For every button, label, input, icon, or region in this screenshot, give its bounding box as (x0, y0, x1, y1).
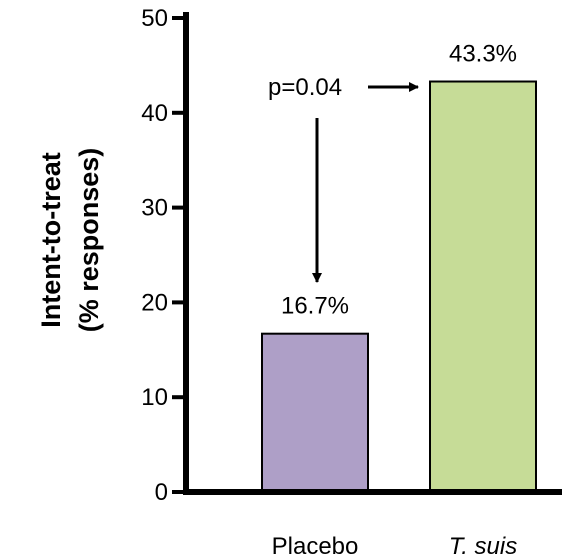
category-label: T. suis (449, 533, 517, 560)
data-label: 16.7% (281, 293, 349, 320)
y-axis-ticks: 0 10 20 30 40 50 (141, 5, 186, 506)
bar-t-suis (429, 80, 537, 494)
y-axis-label: Intent-to-treat (% responses) (36, 148, 104, 333)
data-labels: 16.7% 43.3% (281, 41, 517, 320)
y-axis-label-line1: Intent-to-treat (36, 152, 66, 327)
category-label: Placebo (272, 533, 359, 560)
bars (261, 80, 537, 494)
y-tick-label: 10 (141, 384, 168, 411)
y-tick-label: 0 (155, 479, 168, 506)
category-labels: Placebo T. suis (272, 533, 518, 560)
y-tick-label: 40 (141, 100, 168, 127)
y-tick-label: 30 (141, 195, 168, 222)
y-tick-label: 50 (141, 5, 168, 32)
bar-placebo (261, 332, 369, 493)
p-value-label: p=0.04 (268, 74, 342, 101)
data-label: 43.3% (449, 41, 517, 68)
significance-annotation: p=0.04 (268, 74, 419, 283)
y-axis-label-line2: (% responses) (74, 148, 104, 333)
y-tick-label: 20 (141, 289, 168, 316)
